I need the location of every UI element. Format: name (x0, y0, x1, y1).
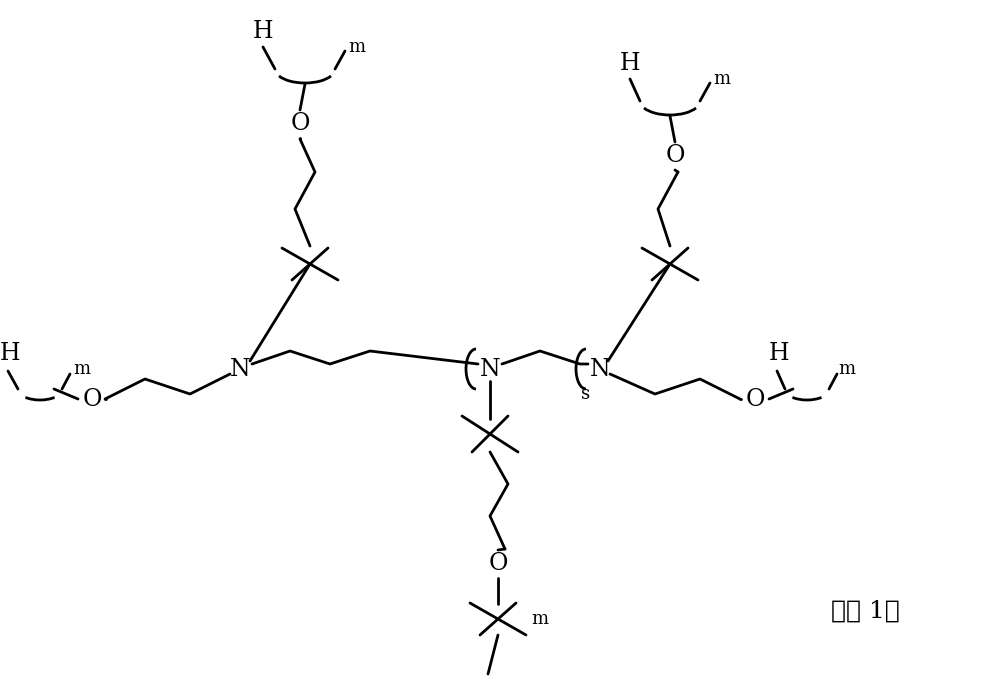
Text: （式 1）: （式 1） (831, 600, 899, 623)
Text: m: m (348, 38, 366, 56)
Text: s: s (581, 385, 591, 403)
Text: H: H (769, 342, 789, 365)
Text: H: H (620, 52, 640, 75)
Text: O: O (82, 388, 102, 411)
Text: O: O (290, 113, 310, 136)
Text: H: H (0, 342, 20, 365)
Text: m: m (531, 610, 549, 628)
Text: O: O (665, 145, 685, 168)
Text: H: H (253, 20, 273, 43)
Text: N: N (480, 358, 500, 380)
Text: m: m (713, 70, 731, 88)
Text: N: N (590, 358, 610, 380)
Text: m: m (73, 360, 91, 378)
Text: O: O (488, 553, 508, 576)
Text: m: m (838, 360, 856, 378)
Text: O: O (745, 388, 765, 411)
Text: N: N (230, 358, 250, 380)
